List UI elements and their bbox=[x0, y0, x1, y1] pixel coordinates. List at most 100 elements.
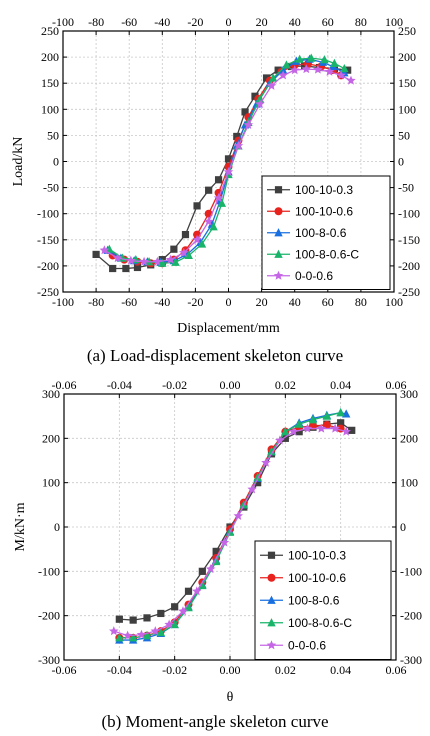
load-legend-label: 100-10-0.3 bbox=[295, 183, 353, 197]
load-ytick-label-right: 0 bbox=[398, 155, 404, 169]
moment-data-point bbox=[341, 426, 351, 436]
load-data-point bbox=[92, 250, 100, 259]
load-data-point bbox=[184, 250, 193, 260]
load-legend-marker bbox=[274, 186, 283, 194]
moment-data-point bbox=[115, 633, 124, 642]
load-caption: (a) Load-displacement skeleton curve bbox=[87, 346, 343, 365]
load-data-point bbox=[205, 186, 213, 194]
moment-data-point bbox=[233, 510, 244, 520]
moment-data-point bbox=[288, 426, 299, 436]
moment-xtick-label-top: 0.00 bbox=[220, 378, 241, 392]
moment-ytick-label-right: 300 bbox=[400, 387, 418, 401]
load-ytick-label: -250 bbox=[37, 285, 59, 299]
moment-data-point bbox=[302, 423, 313, 433]
moment-data-point bbox=[164, 619, 174, 629]
moment-data-point bbox=[247, 484, 257, 494]
moment-data-point bbox=[198, 567, 206, 575]
load-data-point bbox=[170, 245, 178, 253]
load-xtick-label: -60 bbox=[121, 295, 137, 309]
load-xtick-label: 40 bbox=[289, 295, 301, 309]
moment-xtick-label: 0.02 bbox=[275, 663, 296, 677]
load-xtick-label: 60 bbox=[322, 295, 334, 309]
moment-ytick-label: -300 bbox=[38, 653, 60, 667]
load-data-point bbox=[336, 70, 346, 80]
load-data-point bbox=[165, 254, 176, 264]
moment-data-point bbox=[261, 457, 271, 467]
load-ytick-label-right: 150 bbox=[398, 76, 416, 90]
load-xtick-label-top: 20 bbox=[256, 15, 268, 29]
load-ytick-label: -150 bbox=[37, 233, 59, 247]
load-data-point bbox=[255, 99, 265, 109]
load-data-point bbox=[197, 239, 207, 248]
moment-legend-marker bbox=[267, 573, 276, 582]
moment-data-point bbox=[142, 631, 152, 640]
load-xtick-label-top: -80 bbox=[88, 15, 104, 29]
load-data-point bbox=[307, 53, 316, 62]
load-legend-label: 0-0-0.6 bbox=[295, 269, 333, 283]
load-legend-marker bbox=[274, 228, 283, 237]
moment-y-axis-label: M/kN·m bbox=[13, 502, 28, 551]
moment-ytick-label: 200 bbox=[42, 431, 60, 445]
load-series-line bbox=[104, 68, 352, 263]
moment-ytick-label: -100 bbox=[38, 564, 60, 578]
load-xtick-label: 20 bbox=[256, 295, 268, 309]
load-data-point bbox=[209, 222, 218, 231]
moment-ytick-label: 300 bbox=[42, 387, 60, 401]
load-data-point bbox=[152, 256, 163, 266]
load-xtick-label-top: 60 bbox=[322, 15, 334, 29]
load-data-point bbox=[109, 264, 117, 273]
load-data-point bbox=[320, 55, 329, 64]
moment-xtick-label-top: 0.04 bbox=[330, 378, 351, 392]
load-xtick-label-top: 80 bbox=[355, 15, 367, 29]
load-ytick-label-right: 50 bbox=[398, 128, 410, 142]
moment-legend-marker bbox=[266, 640, 277, 650]
load-xtick-label: -80 bbox=[88, 295, 104, 309]
load-xtick-label: 100 bbox=[385, 295, 403, 309]
load-legend-label: 100-10-0.6 bbox=[295, 204, 353, 218]
moment-xtick-label-top: 0.06 bbox=[386, 378, 407, 392]
moment-legend-label: 100-10-0.6 bbox=[288, 571, 346, 585]
moment-data-point bbox=[295, 428, 303, 436]
load-data-point bbox=[313, 64, 323, 74]
moment-data-point bbox=[308, 415, 318, 424]
load-data-point bbox=[278, 70, 288, 80]
load-data-point bbox=[344, 66, 352, 74]
moment-xtick-label: 0.04 bbox=[330, 663, 351, 677]
load-data-point bbox=[346, 75, 356, 85]
load-data-point bbox=[251, 92, 259, 100]
moment-data-point bbox=[316, 423, 327, 433]
load-data-point bbox=[282, 60, 291, 69]
moment-xtick-label-top: -0.06 bbox=[52, 378, 77, 392]
moment-xtick-label-top: 0.02 bbox=[275, 378, 296, 392]
moment-legend-marker bbox=[267, 551, 276, 559]
moment-data-point bbox=[178, 606, 188, 616]
moment-legend-label: 100-10-0.3 bbox=[288, 548, 346, 562]
load-data-point bbox=[301, 64, 312, 74]
load-ytick-label-right: -150 bbox=[398, 233, 420, 247]
load-data-point bbox=[192, 234, 202, 244]
load-data-point bbox=[133, 263, 142, 272]
load-ytick-label: 50 bbox=[47, 128, 59, 142]
load-xtick-label-top: -100 bbox=[52, 15, 74, 29]
load-data-point bbox=[223, 166, 234, 176]
moment-ytick-label-right: -200 bbox=[400, 609, 422, 623]
moment-data-point bbox=[281, 434, 289, 442]
load-data-point bbox=[193, 202, 201, 210]
load-ytick-label-right: -50 bbox=[398, 181, 414, 195]
load-data-point bbox=[268, 73, 278, 82]
load-xtick-label-top: 0 bbox=[226, 15, 232, 29]
load-xtick-label: -40 bbox=[154, 295, 170, 309]
load-xtick-label-top: -40 bbox=[154, 15, 170, 29]
moment-data-point bbox=[336, 408, 345, 417]
load-xtick-label: 0 bbox=[226, 295, 232, 309]
moment-xtick-label-top: -0.02 bbox=[162, 378, 187, 392]
moment-ytick-label-right: 100 bbox=[400, 476, 418, 490]
moment-data-point bbox=[156, 627, 166, 637]
load-xtick-label-top: -60 bbox=[121, 15, 137, 29]
moment-data-point bbox=[253, 472, 262, 481]
moment-data-point bbox=[330, 423, 340, 433]
moment-data-point bbox=[136, 629, 147, 639]
moment-data-point bbox=[275, 435, 285, 445]
moment-xtick-label-top: -0.04 bbox=[107, 378, 132, 392]
